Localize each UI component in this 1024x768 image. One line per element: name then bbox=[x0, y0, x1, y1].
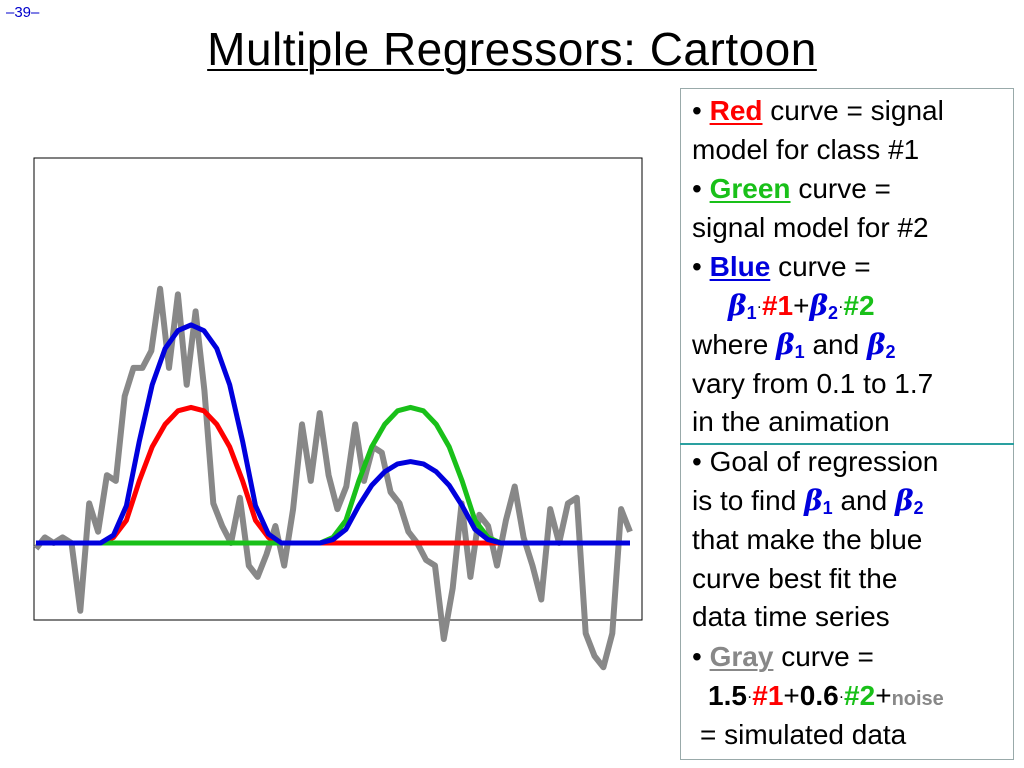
red-class1-curve bbox=[36, 404, 630, 546]
blue-bullet-line: • Blue curve = bbox=[692, 251, 871, 282]
goal-bullet-line: • Goal of regression bbox=[692, 446, 939, 477]
gray-keyword: Gray bbox=[709, 641, 774, 672]
red-bullet-line: • Red curve = signal bbox=[692, 95, 944, 126]
regression-plot bbox=[33, 157, 643, 671]
red-keyword: Red bbox=[709, 95, 763, 126]
gray-data-series bbox=[33, 285, 633, 671]
blue-fit-curve bbox=[36, 322, 630, 546]
panel-divider bbox=[680, 443, 1014, 445]
gray-bullet-line: • Gray curve = bbox=[692, 641, 874, 672]
green-bullet-line2: signal model for #2 bbox=[692, 212, 929, 243]
red-bullet-line2: model for class #1 bbox=[692, 134, 920, 165]
gray-simulated-line: = simulated data bbox=[700, 719, 907, 750]
slide-title: Multiple Regressors: Cartoon bbox=[207, 23, 817, 75]
goal-find-line: is to find β1 and β2 bbox=[692, 484, 924, 518]
blue-range-line: vary from 0.1 to 1.7 bbox=[692, 368, 934, 399]
notes-panel bbox=[680, 88, 1014, 760]
slide-number: –39– bbox=[6, 4, 40, 21]
blue-keyword: Blue bbox=[709, 251, 771, 282]
plot-frame bbox=[33, 157, 643, 621]
blue-animation-line: in the animation bbox=[692, 406, 890, 437]
green-keyword: Green bbox=[709, 173, 791, 204]
goal-line3: that make the blue bbox=[692, 524, 923, 555]
goal-line4: curve best fit the bbox=[692, 563, 898, 594]
blue-where-line: where β1 and β2 bbox=[692, 328, 896, 362]
green-bullet-line: • Green curve = bbox=[692, 173, 891, 204]
goal-line5: data time series bbox=[692, 601, 890, 632]
blue-formula: β1·#1+β2·#2 bbox=[728, 289, 875, 323]
gray-formula: 1.5·#1+0.6·#2+noise bbox=[708, 680, 944, 711]
